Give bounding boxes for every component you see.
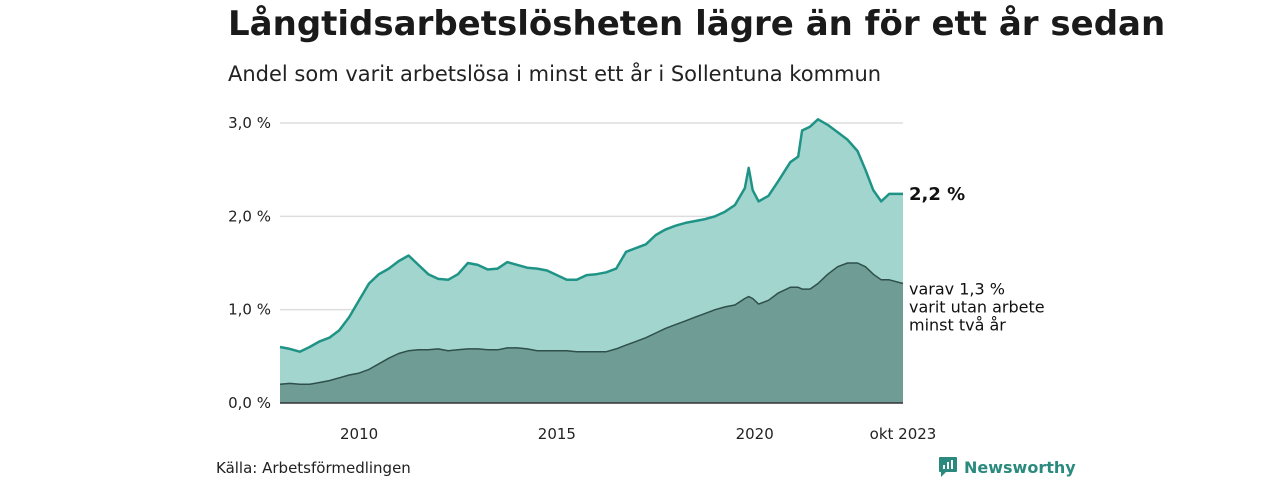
chart-title: Långtidsarbetslösheten lägre än för ett … [228,4,1166,44]
end-label-total: 2,2 % [909,184,965,205]
y-tick-label: 2,0 % [228,207,271,225]
end-label-long-line-2: varit utan arbete [909,298,1045,317]
end-label-long-line-1: varav 1,3 % [909,280,1005,299]
x-axis-ticks: 2010 2015 2020 okt 2023 [340,425,936,443]
y-tick-label: 0,0 % [228,394,271,412]
brand-name: Newsworthy [964,457,1076,477]
x-tick-label: 2015 [538,425,576,443]
x-tick-label: 2020 [736,425,774,443]
line-total-unemployed-1yr [279,118,903,353]
x-tick-label: okt 2023 [870,425,937,443]
brand-logo[interactable]: Newsworthy [938,456,1076,478]
source-note: Källa: Arbetsförmedlingen [216,459,411,477]
y-tick-label: 3,0 % [228,114,271,132]
line-unemployed-2yr [279,262,904,386]
end-label-long-term: varav 1,3 % varit utan arbete minst två … [909,280,1045,335]
newsworthy-logo-icon [939,457,957,477]
x-tick-label: 2010 [340,425,378,443]
y-tick-label: 1,0 % [228,301,271,319]
y-axis-ticks: 0,0 % 1,0 % 2,0 % 3,0 % [228,114,271,412]
end-label-long-line-3: minst två år [909,316,1006,335]
chart-subtitle: Andel som varit arbetslösa i minst ett å… [228,62,882,86]
